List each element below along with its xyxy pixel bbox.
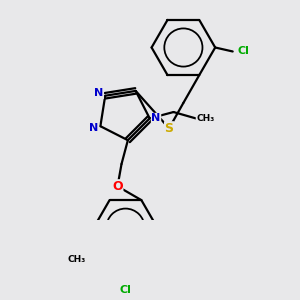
Text: S: S [165,122,174,135]
Text: CH₃: CH₃ [196,114,214,123]
Text: N: N [152,113,161,123]
Text: CH₃: CH₃ [68,255,86,264]
Text: N: N [89,123,99,133]
Text: Cl: Cl [237,46,249,56]
Text: O: O [112,180,123,193]
Text: Cl: Cl [119,285,131,295]
Text: N: N [94,88,104,98]
